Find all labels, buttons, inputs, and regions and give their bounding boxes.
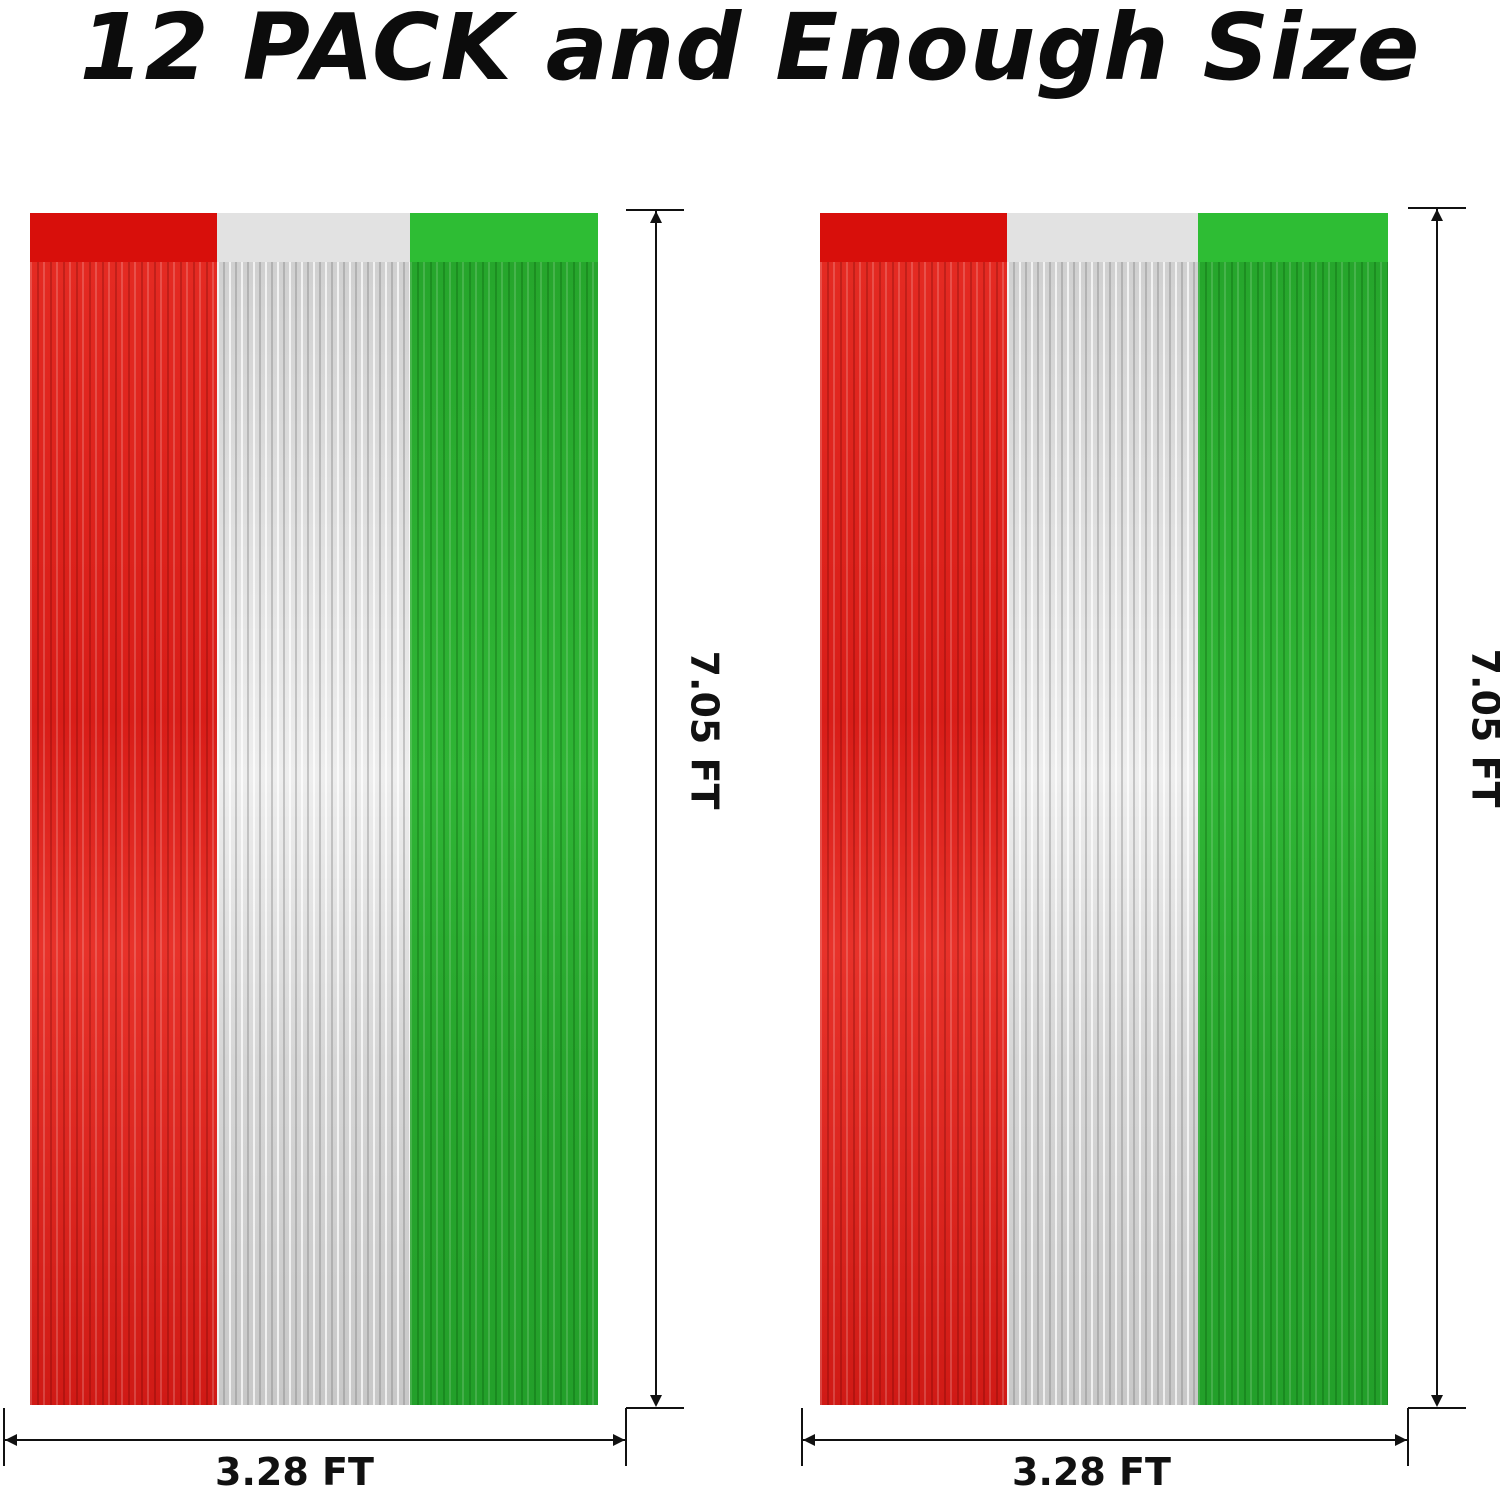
width-label: 3.28 FT <box>215 1450 374 1494</box>
width-label: 3.28 FT <box>1012 1450 1171 1494</box>
fringe-curtain-2 <box>820 213 1388 1405</box>
green-panel <box>1198 213 1388 1405</box>
height-label: 7.05 FT <box>682 650 727 810</box>
silver-panel <box>217 213 410 1405</box>
silver-panel <box>1007 213 1198 1405</box>
fringe-curtain-1 <box>30 213 598 1405</box>
red-panel <box>30 213 217 1405</box>
green-panel <box>410 213 598 1405</box>
headline: 12 PACK and Enough Size <box>79 0 1421 101</box>
red-panel <box>820 213 1007 1405</box>
height-label: 7.05 FT <box>1463 648 1500 808</box>
